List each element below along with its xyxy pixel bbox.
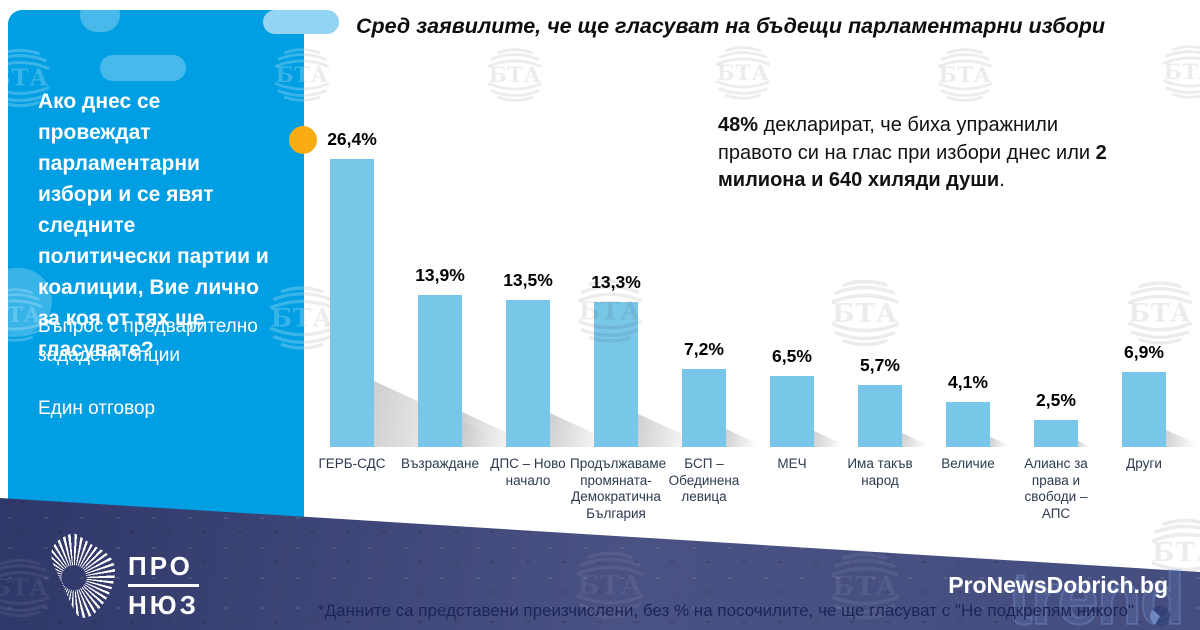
bar-category-label: Възраждане	[400, 456, 480, 471]
summary-segment: декларират, че биха упражнили правото си…	[718, 114, 1096, 164]
bar-category-label: БСП – Обединена левица	[668, 456, 740, 504]
bar-value-label: 6,5%	[772, 346, 812, 366]
bar-8	[1034, 420, 1078, 447]
bar-2	[506, 300, 550, 447]
svg-text:БТА: БТА	[276, 62, 304, 87]
bar-category-label: ГЕРБ-СДС	[318, 456, 386, 471]
summary-segment: 2 милиона и 640 хиляди души	[718, 141, 1107, 192]
data-footnote: *Данните са представени преизчислени, бе…	[318, 601, 1135, 620]
bta-watermark-icon: БТА	[270, 43, 304, 112]
bar-4	[682, 369, 726, 447]
bar-shadow	[1078, 441, 1092, 447]
bar-value-label: 7,2%	[684, 339, 724, 359]
svg-text:БТА: БТА	[271, 302, 304, 332]
bar-value-label: 13,9%	[415, 265, 465, 285]
bar-9	[1122, 372, 1166, 447]
pronews-logo-line2: НЮЗ	[128, 590, 199, 620]
chart-title: Сред заявилите, че ще гласуват на бъдещи…	[356, 14, 1105, 38]
summary-segment: .	[999, 169, 1005, 191]
bar-1	[418, 295, 462, 447]
bar-value-label: 2,5%	[1036, 390, 1076, 410]
bar-shadow	[902, 433, 933, 447]
bar-value-label: 5,7%	[860, 355, 900, 375]
bar-category-label: Има такъв народ	[847, 456, 913, 488]
bar-value-label: 13,3%	[591, 272, 641, 292]
bar-3	[594, 302, 638, 447]
survey-note-single-answer: Един отговор	[38, 398, 156, 419]
site-brand: ProNewsDobrich.bg	[948, 572, 1168, 598]
bar-category-label: Алианс за права и свободи – АПС	[1024, 456, 1088, 521]
svg-text:БТА: БТА	[8, 302, 41, 327]
survey-question: Ако днес се провеждат парламентарни избо…	[38, 90, 269, 361]
bar-6	[858, 385, 902, 447]
bar-value-label: 6,9%	[1124, 342, 1164, 362]
bar-shadow	[1166, 430, 1200, 447]
bar-shadow	[990, 437, 1013, 447]
trend-pie-icon	[1150, 606, 1170, 626]
bar-7	[946, 402, 990, 447]
bar-value-label: 4,1%	[948, 372, 988, 392]
bar-category-label: ДПС – Ново начало	[490, 456, 566, 488]
bar-category-label: Други	[1126, 456, 1162, 471]
bar-category-label: Величие	[941, 456, 995, 471]
accent-dot	[289, 126, 317, 154]
bar-shadow	[726, 429, 765, 447]
survey-note-options: Въпрос с предварително зададени опции	[38, 316, 258, 366]
summary-text: 48% декларират, че биха упражнили правот…	[718, 112, 1130, 195]
bar-value-label: 26,4%	[327, 129, 377, 149]
bar-shadow	[814, 431, 850, 447]
bar-category-label: Продължаваме промяната-Демократична Бълг…	[570, 456, 667, 521]
summary-segment: 48%	[718, 114, 759, 136]
bar-value-label: 13,5%	[503, 270, 553, 290]
bar-0	[330, 159, 374, 447]
pronews-logo-line1: ПРО	[128, 553, 199, 587]
bar-5	[770, 376, 814, 447]
pronews-logo-text: ПРО НЮЗ	[128, 553, 199, 618]
bar-category-label: МЕЧ	[777, 456, 807, 471]
